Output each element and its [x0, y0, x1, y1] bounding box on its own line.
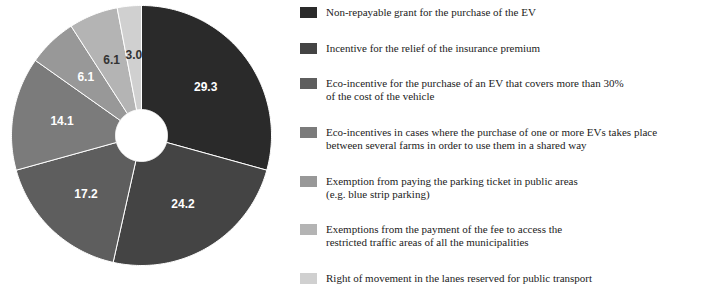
svg-text:6.1: 6.1 [103, 53, 120, 67]
svg-text:17.2: 17.2 [74, 187, 98, 201]
html-text:Eco-incentives in cases where: Eco-incentives in cases where the purcha… [326, 126, 658, 151]
html-text:Right of movement in the lanes: Right of movement in the lanes reserved … [326, 271, 593, 284]
html-text:Exemption from paying the park: Exemption from paying the parking ticket… [326, 174, 578, 200]
html-text:Incentive for the relief of th: Incentive for the relief of the insuranc… [326, 41, 541, 54]
html-text:Exemptions from the payment of: Exemptions from the payment of the fee t… [326, 223, 563, 249]
svg-text:3.0: 3.0 [126, 48, 143, 62]
svg-text:14.1: 14.1 [50, 114, 74, 128]
svg-text:6.1: 6.1 [77, 70, 94, 84]
svg-text:29.3: 29.3 [194, 80, 218, 94]
html-text:Non-repayable grant for the pu: Non-repayable grant for the purchase of … [326, 6, 536, 18]
html-text:Eco-incentive for the purchase: Eco-incentive for the purchase of an EV … [326, 77, 624, 103]
svg-text:24.2: 24.2 [171, 197, 195, 211]
